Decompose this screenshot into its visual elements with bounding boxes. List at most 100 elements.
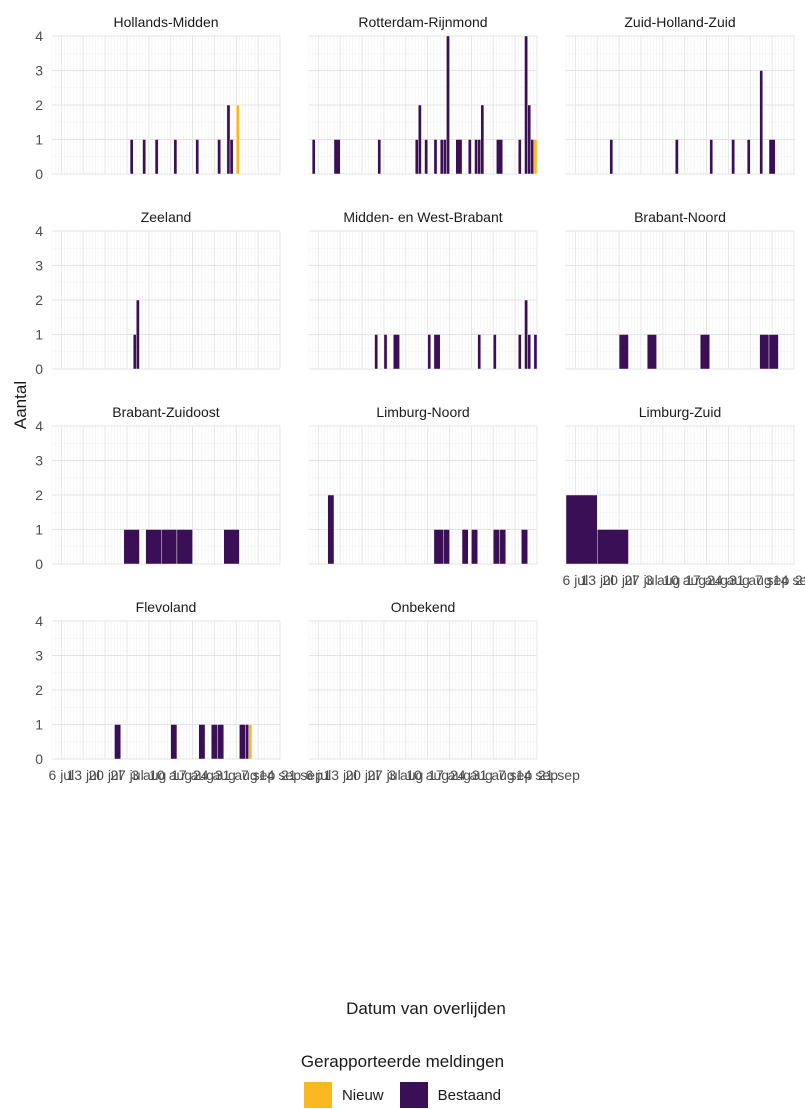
x-tick-label: 31 aug (729, 572, 772, 588)
bar-bestaand-zeeland (133, 334, 137, 370)
x-tick-label: 17 aug (171, 767, 214, 783)
bar-bestaand-midden-en-west-brabant (524, 299, 528, 370)
y-tick-label: 1 (35, 522, 43, 538)
bar-bestaand-rotterdam-rijnmond (443, 139, 447, 175)
y-tick-label: 2 (35, 292, 43, 308)
bar-bestaand-flevoland (114, 724, 121, 760)
bar-bestaand-limburg-noord (433, 529, 444, 565)
bar-bestaand-rotterdam-rijnmond (424, 139, 428, 175)
facet-title-hollands-midden: Hollands-Midden (113, 14, 218, 30)
bar-bestaand-rotterdam-rijnmond (455, 139, 463, 175)
bar-bestaand-zuid-holland-zuid (746, 139, 751, 175)
bar-bestaand-rotterdam-rijnmond (527, 104, 531, 175)
bar-bestaand-hollands-midden (229, 139, 234, 175)
bar-bestaand-limburg-noord (493, 529, 500, 565)
bar-bestaand-brabant-zuidoost (145, 529, 162, 565)
bar-bestaand-rotterdam-rijnmond (439, 139, 444, 175)
facet-title-zuid-holland-zuid: Zuid-Holland-Zuid (624, 14, 735, 30)
y-tick-label: 3 (35, 648, 43, 664)
x-tick-label: 20 jul (88, 767, 121, 783)
x-tick-label: 17 aug (428, 767, 471, 783)
x-tick-label: 14 sep (773, 572, 805, 588)
facet-title-rotterdam-rijnmond: Rotterdam-Rijnmond (358, 14, 487, 30)
bar-bestaand-flevoland (170, 724, 178, 760)
y-tick-label: 3 (35, 258, 43, 274)
y-tick-label: 4 (35, 223, 43, 239)
bar-bestaand-rotterdam-rijnmond (524, 35, 528, 175)
legend: Nieuw Bestaand (0, 1082, 805, 1108)
bar-bestaand-midden-en-west-brabant (533, 334, 538, 370)
x-tick-label: 14 sep (259, 767, 301, 783)
y-tick-label: 3 (35, 63, 43, 79)
bar-bestaand-rotterdam-rijnmond (477, 139, 481, 175)
x-tick-label: 3 aug (131, 767, 166, 783)
x-axis-title: Datum van overlijden (346, 999, 506, 1018)
bar-bestaand-limburg-noord (461, 529, 469, 565)
bar-bestaand-hollands-midden (195, 139, 199, 175)
y-tick-label: 0 (35, 166, 43, 182)
bar-bestaand-zuid-holland-zuid (609, 139, 614, 175)
facet-title-zeeland: Zeeland (141, 209, 192, 225)
facet-title-flevoland: Flevoland (136, 599, 197, 615)
bar-bestaand-limburg-noord (327, 494, 335, 565)
y-tick-label: 4 (35, 613, 43, 629)
bar-bestaand-flevoland (217, 724, 224, 760)
bar-bestaand-midden-en-west-brabant (433, 334, 441, 370)
bar-bestaand-rotterdam-rijnmond (418, 104, 422, 175)
bar-nieuw-hollands-midden (236, 104, 240, 175)
x-tick-label: 13 jul (580, 572, 613, 588)
bar-nieuw-flevoland (248, 724, 253, 760)
bar-bestaand-zuid-holland-zuid (768, 139, 776, 175)
y-tick-label: 0 (35, 361, 43, 377)
x-tick-label: 7 sep (498, 767, 532, 783)
bar-bestaand-rotterdam-rijnmond (518, 139, 522, 175)
y-tick-label: 2 (35, 682, 43, 698)
bar-bestaand-flevoland (239, 724, 246, 760)
bar-bestaand-hollands-midden (129, 139, 134, 175)
x-tick-label: 3 aug (645, 572, 680, 588)
bar-bestaand-rotterdam-rijnmond (311, 139, 316, 175)
x-tick-label: 13 jul (323, 767, 356, 783)
bar-bestaand-brabant-noord (759, 334, 770, 370)
x-tick-label: 27 jul (110, 767, 143, 783)
bar-bestaand-brabant-noord (647, 334, 657, 370)
bar-bestaand-midden-en-west-brabant (477, 334, 481, 370)
y-tick-label: 4 (35, 28, 43, 44)
x-tick-label: 21 sep (538, 767, 580, 783)
x-tick-label: 31 aug (215, 767, 258, 783)
bar-bestaand-midden-en-west-brabant (383, 334, 388, 370)
bar-bestaand-limburg-noord (443, 529, 450, 565)
y-tick-label: 4 (35, 418, 43, 434)
x-tick-label: 14 sep (516, 767, 558, 783)
bar-bestaand-rotterdam-rijnmond (377, 139, 382, 175)
x-tick-label: 17 aug (685, 572, 728, 588)
x-tick-label: 31 aug (472, 767, 515, 783)
bar-bestaand-rotterdam-rijnmond (480, 104, 485, 175)
bar-bestaand-hollands-midden (154, 139, 159, 175)
facet-title-onbekend: Onbekend (391, 599, 456, 615)
legend-title: Gerapporteerde meldingen (300, 1052, 505, 1071)
bar-nieuw-rotterdam-rijnmond (533, 139, 538, 175)
y-tick-label: 1 (35, 327, 43, 343)
x-tick-label: 7 sep (755, 572, 789, 588)
bar-bestaand-brabant-zuidoost (123, 529, 140, 565)
bar-bestaand-limburg-zuid (597, 529, 629, 565)
bar-bestaand-brabant-zuidoost (161, 529, 178, 565)
bar-bestaand-hollands-midden (217, 139, 221, 175)
legend-item-bestaand: Bestaand (399, 1082, 502, 1108)
x-tick-label: 27 jul (624, 572, 657, 588)
facet-title-limburg-zuid: Limburg-Zuid (639, 404, 721, 420)
x-tick-label: 27 jul (367, 767, 400, 783)
legend-label-bestaand: Bestaand (437, 1086, 502, 1104)
facet-title-brabant-zuidoost: Brabant-Zuidoost (112, 404, 220, 420)
x-tick-label: 10 aug (149, 767, 192, 783)
bar-bestaand-brabant-zuidoost (223, 529, 240, 565)
x-tick-label: 10 aug (663, 572, 706, 588)
x-tick-label: 24 aug (193, 767, 236, 783)
bar-bestaand-rotterdam-rijnmond (414, 139, 419, 175)
bar-bestaand-rotterdam-rijnmond (333, 139, 341, 175)
x-tick-label: 21 sep (281, 767, 323, 783)
legend-item-nieuw: Nieuw (303, 1082, 384, 1108)
bar-bestaand-midden-en-west-brabant (527, 334, 531, 370)
bar-bestaand-limburg-noord (499, 529, 506, 565)
